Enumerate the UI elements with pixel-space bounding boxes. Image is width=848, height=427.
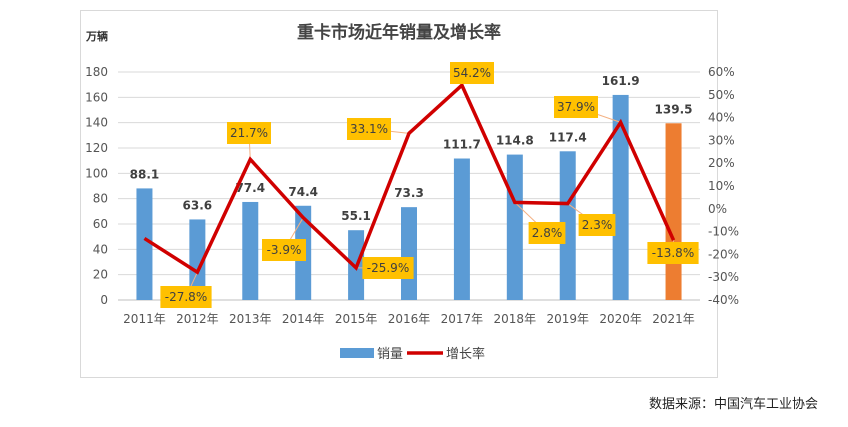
- line-label-box: [262, 239, 306, 261]
- bar-data-label: 139.5: [655, 102, 693, 116]
- line-data-label: -27.8%: [165, 290, 207, 304]
- bar-data-label: 63.6: [183, 198, 213, 212]
- y2-tick-label: 40%: [708, 111, 735, 125]
- y2-tick-label: -20%: [708, 247, 739, 261]
- line-data-label: -13.8%: [652, 246, 694, 260]
- x-tick-label: 2021年: [652, 312, 695, 326]
- x-tick-label: 2017年: [441, 312, 484, 326]
- y-tick-label: 120: [85, 141, 108, 155]
- x-tick-label: 2016年: [388, 312, 431, 326]
- line-label-box: [227, 122, 271, 144]
- bar-data-label: 77.4: [235, 181, 265, 195]
- bar: [665, 123, 682, 300]
- line-data-label: 2.8%: [532, 226, 563, 240]
- x-tick-label: 2019年: [546, 312, 589, 326]
- bar-data-label: 74.4: [288, 185, 318, 199]
- line-data-label: 21.7%: [230, 126, 268, 140]
- y-tick-label: 160: [85, 90, 108, 104]
- bar-data-label: 55.1: [341, 209, 371, 223]
- y-tick-label: 80: [93, 192, 108, 206]
- legend-bar-swatch: [340, 348, 374, 358]
- y-axis-label: 万辆: [85, 29, 108, 43]
- line-label-box: [554, 96, 598, 118]
- line-data-label: 54.2%: [453, 66, 491, 80]
- y-tick-label: 40: [93, 242, 108, 256]
- bar-data-label: 117.4: [549, 130, 587, 144]
- bar: [453, 158, 470, 300]
- bar: [612, 94, 629, 300]
- line-label-box: [347, 118, 391, 140]
- bar-data-label: 88.1: [130, 167, 160, 181]
- y-tick-label: 100: [85, 166, 108, 180]
- bar: [401, 207, 417, 300]
- bar-data-label: 161.9: [602, 74, 640, 88]
- chart-title: 重卡市场近年销量及增长率: [297, 22, 501, 43]
- legend-bar-label: 销量: [377, 347, 403, 362]
- x-tick-label: 2011年: [123, 312, 166, 326]
- line-label-box: [528, 222, 566, 244]
- y-tick-label: 0: [100, 293, 108, 307]
- line-data-label: 33.1%: [350, 122, 388, 136]
- y2-tick-label: 60%: [708, 65, 735, 79]
- line-data-label: 2.3%: [582, 218, 613, 232]
- bar: [136, 188, 153, 300]
- bar: [506, 154, 523, 300]
- y2-tick-label: 30%: [708, 133, 735, 147]
- x-tick-label: 2015年: [335, 312, 378, 326]
- growth-line: [143, 82, 676, 275]
- y-tick-label: 140: [85, 116, 108, 130]
- x-tick-label: 2020年: [599, 312, 642, 326]
- y2-tick-label: 10%: [708, 179, 735, 193]
- y2-tick-label: 0%: [708, 202, 727, 216]
- chart-frame: [80, 10, 718, 378]
- line-label-box: [160, 286, 212, 308]
- x-tick-label: 2013年: [229, 312, 272, 326]
- line-data-label: -3.9%: [267, 243, 302, 257]
- y2-tick-label: -10%: [708, 225, 739, 239]
- y2-tick-label: 20%: [708, 156, 735, 170]
- source-note: 数据来源：中国汽车工业协会: [648, 397, 818, 412]
- line-data-label: 37.9%: [557, 100, 595, 114]
- y2-tick-label: -40%: [708, 293, 739, 307]
- legend-line-label: 增长率: [446, 346, 485, 362]
- y2-tick-label: 50%: [708, 88, 735, 102]
- line-label-box: [578, 214, 616, 236]
- bar-data-label: 114.8: [496, 134, 534, 148]
- bar: [559, 151, 576, 300]
- y-tick-label: 180: [85, 65, 108, 79]
- line-data-label: -25.9%: [367, 261, 409, 275]
- bar-data-label: 111.7: [443, 138, 481, 152]
- x-tick-label: 2014年: [282, 312, 325, 326]
- x-tick-label: 2012年: [176, 312, 219, 326]
- x-tick-label: 2018年: [494, 312, 537, 326]
- bar-data-label: 73.3: [394, 186, 424, 200]
- y2-tick-label: -30%: [708, 270, 739, 284]
- y-tick-label: 20: [93, 268, 108, 282]
- line-label-box: [362, 257, 414, 279]
- line-label-box: [450, 62, 494, 84]
- line-label-box: [647, 242, 699, 264]
- y-tick-label: 60: [93, 217, 108, 231]
- bar: [242, 201, 259, 300]
